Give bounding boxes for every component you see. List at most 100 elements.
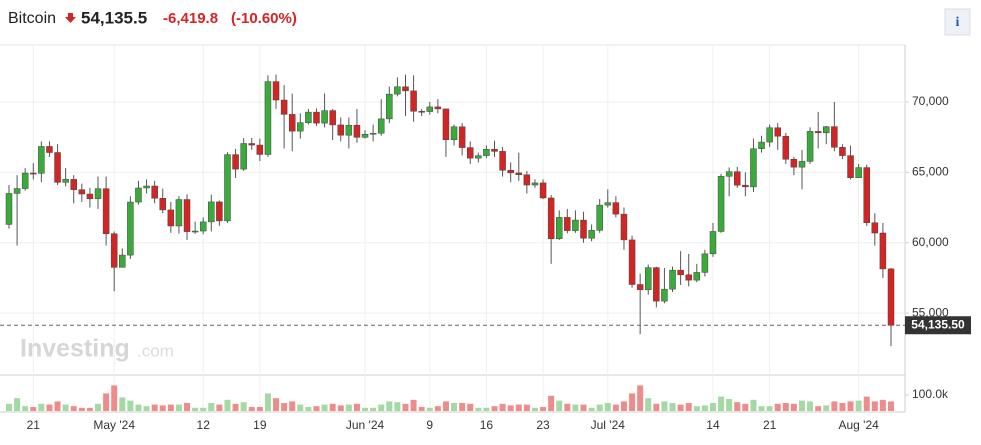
volume-bar xyxy=(863,396,870,411)
volume-bar xyxy=(313,406,320,411)
volume-bar xyxy=(831,401,838,411)
candle-body xyxy=(750,148,757,188)
volume-bar xyxy=(475,407,482,411)
volume-bar xyxy=(329,403,336,411)
candle-body xyxy=(110,233,118,268)
volume-bar xyxy=(6,403,12,411)
x-tick-label: 14 xyxy=(706,418,720,432)
candle-body xyxy=(734,171,741,186)
volume-bar xyxy=(629,393,636,411)
candle-body xyxy=(653,267,660,302)
volume-bar xyxy=(46,404,53,411)
candle-body xyxy=(831,126,838,148)
volume-bar xyxy=(103,393,110,411)
candle-body xyxy=(701,253,709,273)
candle-body xyxy=(46,146,53,153)
volume-bar xyxy=(86,407,93,411)
volume-bar xyxy=(580,404,587,411)
volume-bar xyxy=(135,404,142,411)
candle-body xyxy=(879,232,887,270)
volume-bar xyxy=(807,401,814,411)
volume-bar xyxy=(637,385,644,411)
volume-bar xyxy=(184,403,191,411)
volume-bar xyxy=(70,406,77,411)
candle-body xyxy=(475,155,482,159)
watermark: Investing xyxy=(20,335,130,363)
candle-body xyxy=(814,131,822,134)
candle-body xyxy=(418,111,425,113)
volume-bar xyxy=(588,407,595,411)
volume-bar xyxy=(289,401,296,411)
y-tick-label: 65,000 xyxy=(912,165,949,179)
x-tick-label: 9 xyxy=(426,418,433,432)
candle-body xyxy=(30,172,37,175)
candle-body xyxy=(199,221,207,232)
candle-body xyxy=(216,201,223,222)
candle-body xyxy=(644,267,652,290)
candle-body xyxy=(377,118,385,134)
volume-bar xyxy=(224,399,231,411)
volume-bar xyxy=(248,407,255,411)
candle-body xyxy=(151,185,158,199)
candle-body xyxy=(523,174,531,186)
candle-body xyxy=(78,189,86,195)
y-tick-label: 70,000 xyxy=(912,94,949,108)
candle-body xyxy=(806,131,814,162)
candle-body xyxy=(863,167,870,223)
candle-body xyxy=(410,90,417,112)
candle-body xyxy=(442,108,450,140)
candle-body xyxy=(596,204,603,231)
candle-body xyxy=(742,184,749,188)
volume-bar xyxy=(273,398,280,411)
volume-bar xyxy=(798,400,805,411)
candle-body xyxy=(135,187,142,203)
volume-bar xyxy=(774,403,781,411)
volume-bar xyxy=(596,404,603,411)
candle-body xyxy=(402,86,409,92)
volume-bar xyxy=(127,400,134,411)
volume-bar xyxy=(442,401,449,411)
x-tick-label: 16 xyxy=(480,418,494,432)
candle-body xyxy=(798,161,806,168)
volume-bar xyxy=(78,407,85,411)
candle-body xyxy=(159,197,166,211)
candle-body xyxy=(264,81,272,155)
candle-body xyxy=(288,114,296,132)
candle-body xyxy=(709,231,717,255)
info-icon[interactable]: i xyxy=(956,15,960,30)
volume-bar xyxy=(264,393,271,411)
volume-bar xyxy=(22,406,29,411)
volume-bar xyxy=(758,406,765,411)
candle-body xyxy=(119,254,126,268)
x-tick-label: 21 xyxy=(763,418,777,432)
candle-body xyxy=(515,172,523,175)
x-tick-label: 21 xyxy=(27,418,41,432)
candle-body xyxy=(248,143,256,146)
candle-body xyxy=(507,169,514,174)
volume-bar xyxy=(556,400,563,411)
volume-bar xyxy=(402,403,409,411)
volume-bar xyxy=(523,404,530,411)
volume-bar xyxy=(815,406,822,411)
candle-body xyxy=(572,219,579,231)
volume-bar xyxy=(111,385,118,411)
info-button[interactable] xyxy=(944,8,971,36)
volume-bar xyxy=(143,406,150,411)
volume-bar xyxy=(151,404,158,411)
candle-body xyxy=(466,147,474,159)
candle-body xyxy=(539,182,547,199)
last-price-label: 54,135.50 xyxy=(911,317,965,331)
candle-body xyxy=(677,269,684,276)
candle-body xyxy=(669,269,676,290)
price-change-percent: (-10.60%) xyxy=(231,10,297,27)
candle-body xyxy=(790,159,798,168)
volume-bar xyxy=(564,403,571,411)
x-tick-label: May '24 xyxy=(93,418,135,432)
volume-bar xyxy=(451,403,458,411)
x-tick-label: Aug '24 xyxy=(838,418,879,432)
volume-bar xyxy=(240,402,247,411)
price-change: -6,419.8 xyxy=(163,10,218,27)
volume-bar xyxy=(426,407,433,411)
